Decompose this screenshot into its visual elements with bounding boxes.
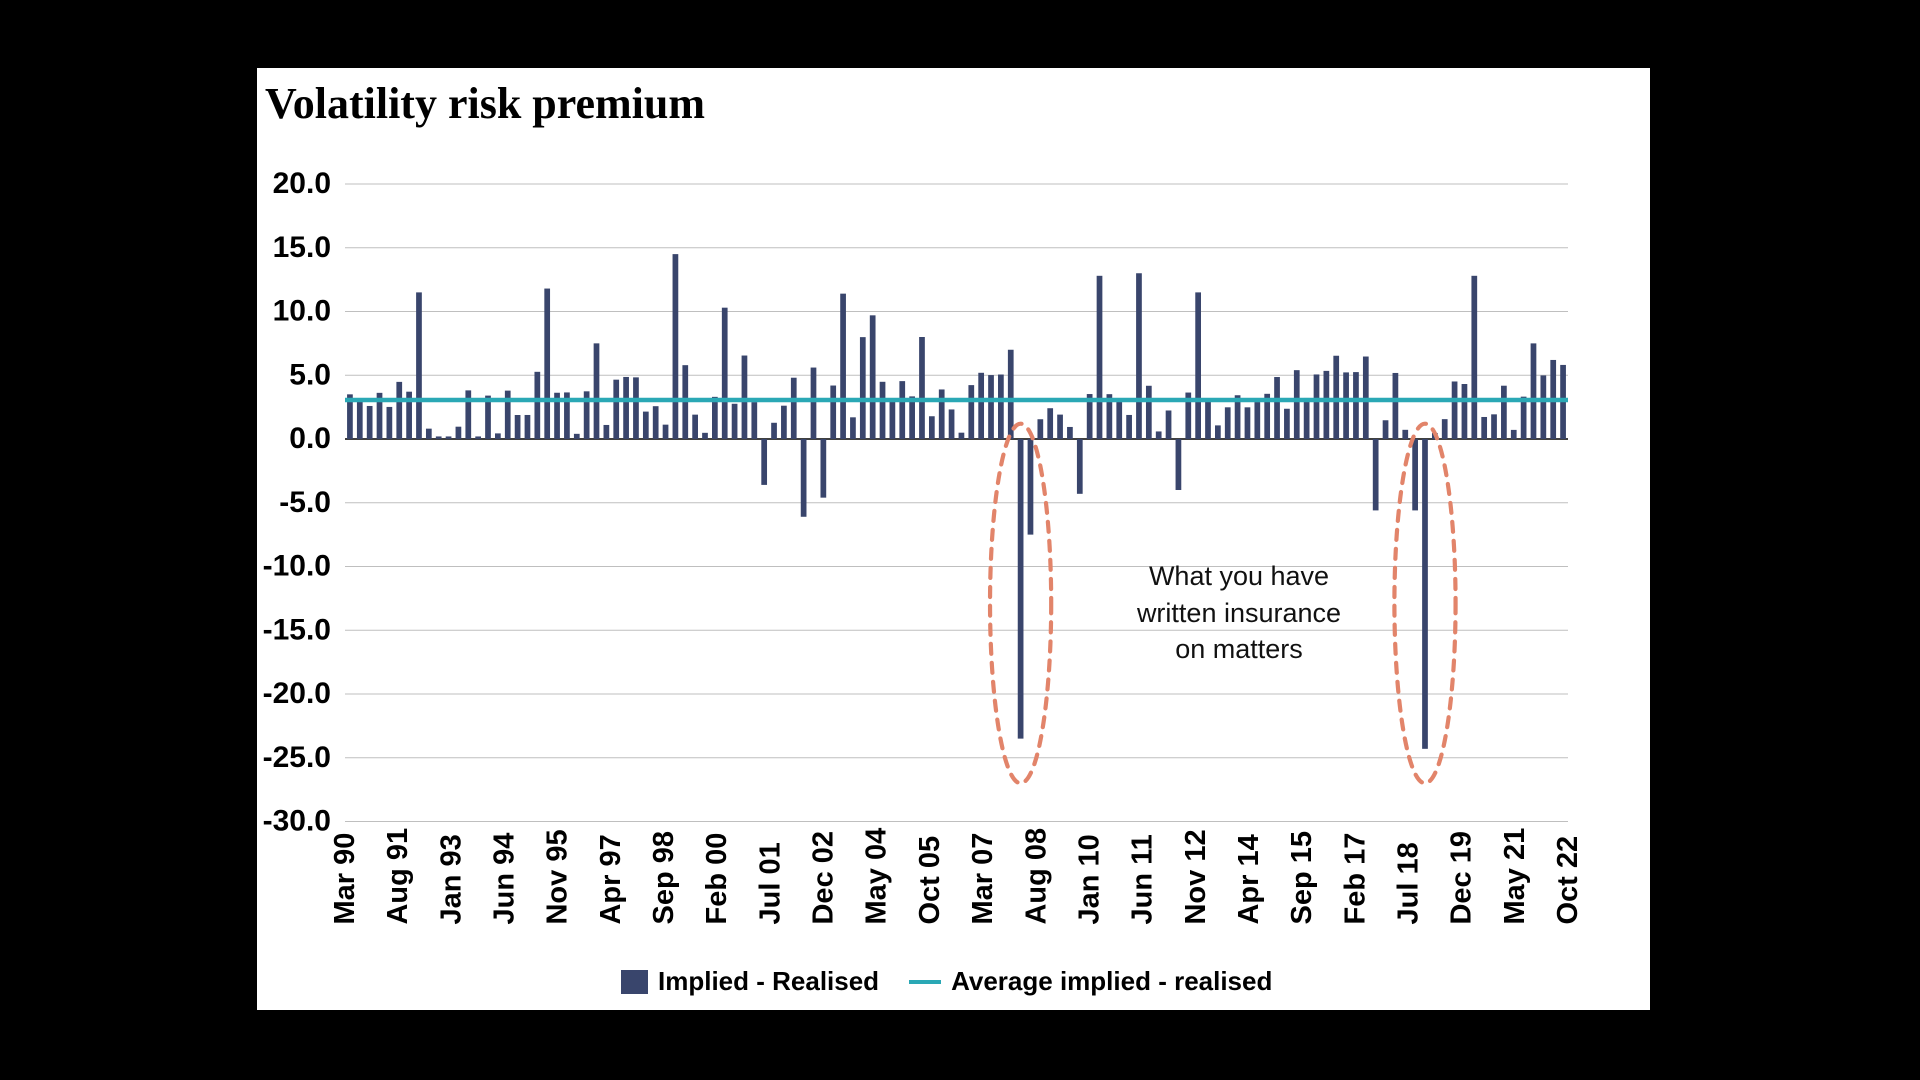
svg-text:Jan 10: Jan 10 <box>1073 834 1105 924</box>
svg-text:-20.0: -20.0 <box>263 677 331 710</box>
svg-text:May 04: May 04 <box>861 828 893 925</box>
svg-text:Mar 90: Mar 90 <box>329 833 361 925</box>
svg-text:Feb 00: Feb 00 <box>701 833 733 925</box>
svg-text:5.0: 5.0 <box>289 358 331 391</box>
svg-text:0.0: 0.0 <box>289 422 331 455</box>
svg-text:10.0: 10.0 <box>273 295 331 328</box>
svg-text:Apr 97: Apr 97 <box>595 834 627 924</box>
svg-text:Jan 93: Jan 93 <box>435 834 467 924</box>
svg-text:15.0: 15.0 <box>273 231 331 264</box>
svg-text:Sep 98: Sep 98 <box>648 831 680 925</box>
svg-text:Mar 07: Mar 07 <box>967 833 999 925</box>
svg-text:Jun 94: Jun 94 <box>489 833 521 925</box>
svg-text:Aug 08: Aug 08 <box>1020 828 1052 925</box>
svg-text:Sep 15: Sep 15 <box>1286 831 1318 925</box>
svg-text:-25.0: -25.0 <box>263 741 331 774</box>
svg-text:Jun 11: Jun 11 <box>1127 834 1159 924</box>
svg-text:20.0: 20.0 <box>273 167 331 200</box>
svg-text:Oct 05: Oct 05 <box>914 836 946 925</box>
svg-text:Nov 12: Nov 12 <box>1180 829 1212 924</box>
svg-text:Apr 14: Apr 14 <box>1233 834 1265 924</box>
svg-text:Nov 95: Nov 95 <box>542 829 574 924</box>
svg-text:-15.0: -15.0 <box>263 613 331 646</box>
svg-text:Dec 19: Dec 19 <box>1446 831 1478 925</box>
svg-text:Dec 02: Dec 02 <box>808 831 840 925</box>
svg-text:Jul 01: Jul 01 <box>754 842 786 924</box>
svg-text:Feb 17: Feb 17 <box>1339 833 1371 925</box>
svg-text:-30.0: -30.0 <box>263 805 331 838</box>
svg-text:Oct 22: Oct 22 <box>1552 836 1584 925</box>
svg-text:May 21: May 21 <box>1499 828 1531 925</box>
svg-text:-5.0: -5.0 <box>279 486 331 519</box>
svg-text:Aug 91: Aug 91 <box>382 828 414 925</box>
svg-text:Jul 18: Jul 18 <box>1392 842 1424 924</box>
svg-text:-10.0: -10.0 <box>263 550 331 583</box>
